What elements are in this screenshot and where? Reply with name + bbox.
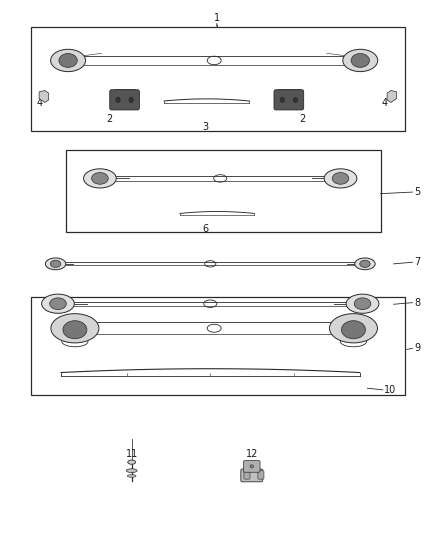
Ellipse shape	[293, 97, 297, 102]
Ellipse shape	[354, 298, 371, 310]
Text: 7: 7	[415, 257, 421, 267]
Ellipse shape	[332, 173, 349, 184]
Bar	[31, 27, 405, 131]
Ellipse shape	[346, 294, 379, 313]
Ellipse shape	[129, 97, 133, 102]
Ellipse shape	[360, 260, 370, 268]
FancyBboxPatch shape	[110, 90, 139, 110]
Ellipse shape	[342, 321, 365, 339]
Ellipse shape	[355, 258, 375, 270]
Ellipse shape	[92, 173, 108, 184]
Text: 2: 2	[299, 114, 305, 124]
Text: 3: 3	[202, 122, 208, 132]
FancyBboxPatch shape	[241, 469, 263, 482]
Text: 8: 8	[415, 297, 421, 308]
FancyBboxPatch shape	[274, 90, 304, 110]
Ellipse shape	[250, 465, 254, 468]
Ellipse shape	[329, 313, 378, 343]
Bar	[31, 297, 405, 395]
Ellipse shape	[50, 260, 61, 268]
Ellipse shape	[46, 258, 66, 270]
Polygon shape	[387, 91, 397, 102]
Ellipse shape	[280, 97, 284, 102]
Ellipse shape	[49, 298, 66, 310]
Ellipse shape	[324, 169, 357, 188]
Ellipse shape	[343, 49, 378, 71]
Text: 9: 9	[415, 343, 421, 353]
Text: 4: 4	[382, 98, 388, 108]
Ellipse shape	[84, 169, 116, 188]
Text: 2: 2	[106, 114, 112, 124]
Text: 4: 4	[37, 98, 43, 108]
Ellipse shape	[63, 321, 87, 339]
Ellipse shape	[351, 53, 369, 67]
FancyBboxPatch shape	[258, 471, 264, 479]
FancyBboxPatch shape	[244, 471, 250, 479]
Text: 5: 5	[415, 187, 421, 197]
Ellipse shape	[116, 97, 120, 102]
Bar	[66, 150, 381, 232]
Ellipse shape	[51, 49, 85, 71]
Text: 1: 1	[214, 13, 220, 23]
FancyBboxPatch shape	[244, 461, 260, 472]
Ellipse shape	[42, 294, 74, 313]
Ellipse shape	[59, 53, 77, 67]
Ellipse shape	[127, 474, 136, 477]
Ellipse shape	[126, 469, 137, 472]
Text: 11: 11	[126, 449, 138, 458]
Ellipse shape	[51, 313, 99, 343]
Text: 6: 6	[202, 224, 208, 235]
Text: 10: 10	[384, 385, 396, 395]
Polygon shape	[39, 91, 49, 102]
Text: 12: 12	[246, 449, 258, 458]
Ellipse shape	[128, 460, 136, 464]
